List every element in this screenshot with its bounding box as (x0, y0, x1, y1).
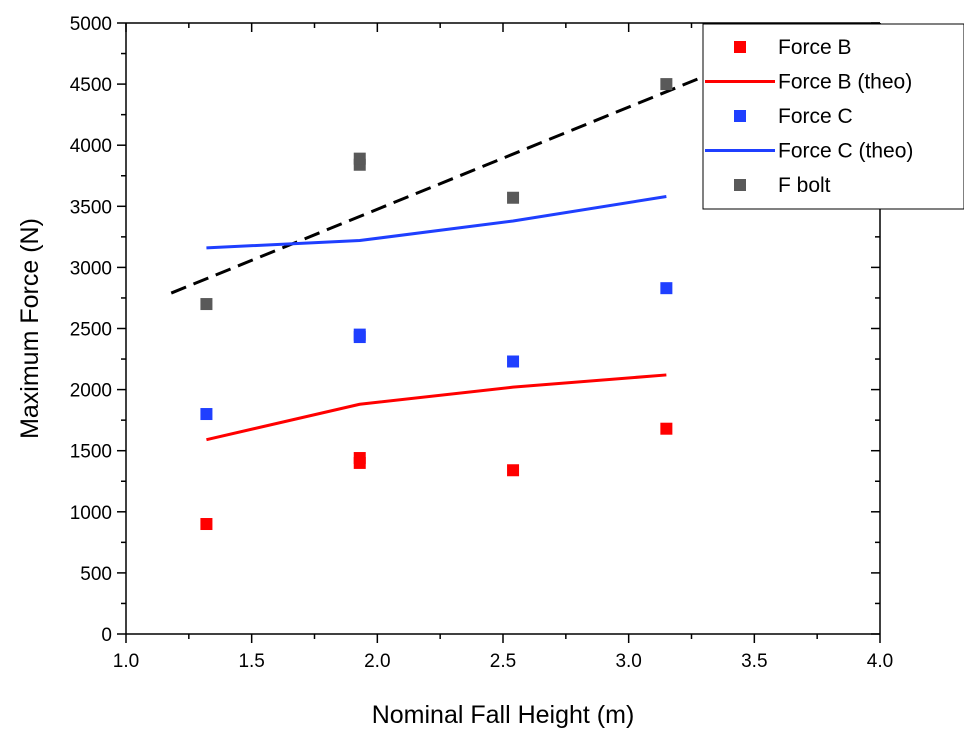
y-tick-label: 1500 (70, 442, 112, 463)
x-tick-label: 1.0 (113, 651, 139, 672)
legend-label-f-bolt: F bolt (778, 174, 831, 197)
y-tick-label: 0 (101, 625, 112, 646)
x-tick-label: 1.5 (238, 651, 264, 672)
y-tick-label: 3500 (70, 197, 112, 218)
y-tick-label: 2000 (70, 381, 112, 402)
y-tick-label: 2500 (70, 320, 112, 341)
data-point-force-c (200, 408, 213, 421)
x-axis-title: Nominal Fall Height (m) (372, 701, 635, 729)
legend-box (702, 23, 964, 210)
axes: 1.0 1.5 2.0 2.5 3.0 3.5 4.0 0 500 1000 1500 2000 250… (16, 14, 893, 729)
data-point-force-c (660, 282, 673, 295)
legend-label-force-b: Force B (778, 36, 852, 59)
x-tick-label: 2.0 (364, 651, 390, 672)
y-tick-label: 4500 (70, 75, 112, 96)
plot-area (170, 54, 755, 531)
legend: Force B Force B (theo) Force C Force C (the… (702, 23, 964, 210)
y-tick-label: 3000 (70, 258, 112, 279)
data-point-force-b (660, 422, 673, 435)
data-point-force-b (353, 452, 366, 465)
legend-label-force-c: Force C (778, 105, 853, 128)
data-point-f-bolt (660, 78, 673, 91)
data-point-force-c (507, 355, 520, 368)
y-tick-label: 4000 (70, 136, 112, 157)
data-point-f-bolt (200, 298, 213, 311)
data-point-force-c (353, 328, 366, 341)
trendline-dashed (170, 54, 755, 295)
legend-label-force-b-theo: Force B (theo) (778, 71, 912, 94)
legend-marker-f-bolt (734, 179, 746, 191)
y-axis-title: Maximum Force (N) (16, 218, 44, 439)
x-tick-label: 4.0 (867, 651, 893, 672)
x-tick-label: 3.0 (615, 651, 641, 672)
legend-marker-force-c (734, 110, 746, 122)
data-point-f-bolt (353, 152, 366, 165)
legend-label-force-c-theo: Force C (theo) (778, 140, 913, 163)
y-tick-label: 5000 (70, 14, 112, 35)
series-line-force-b-theo (206, 373, 667, 442)
x-tick-label: 3.5 (741, 651, 767, 672)
x-tick-label: 2.5 (490, 651, 516, 672)
data-point-force-b (507, 464, 520, 477)
data-point-force-b (200, 518, 213, 531)
data-point-f-bolt (507, 191, 520, 204)
y-tick-label: 500 (80, 564, 112, 585)
legend-marker-force-b (734, 41, 746, 53)
y-tick-label: 1000 (70, 503, 112, 524)
series-line-force-c-theo (206, 195, 667, 250)
